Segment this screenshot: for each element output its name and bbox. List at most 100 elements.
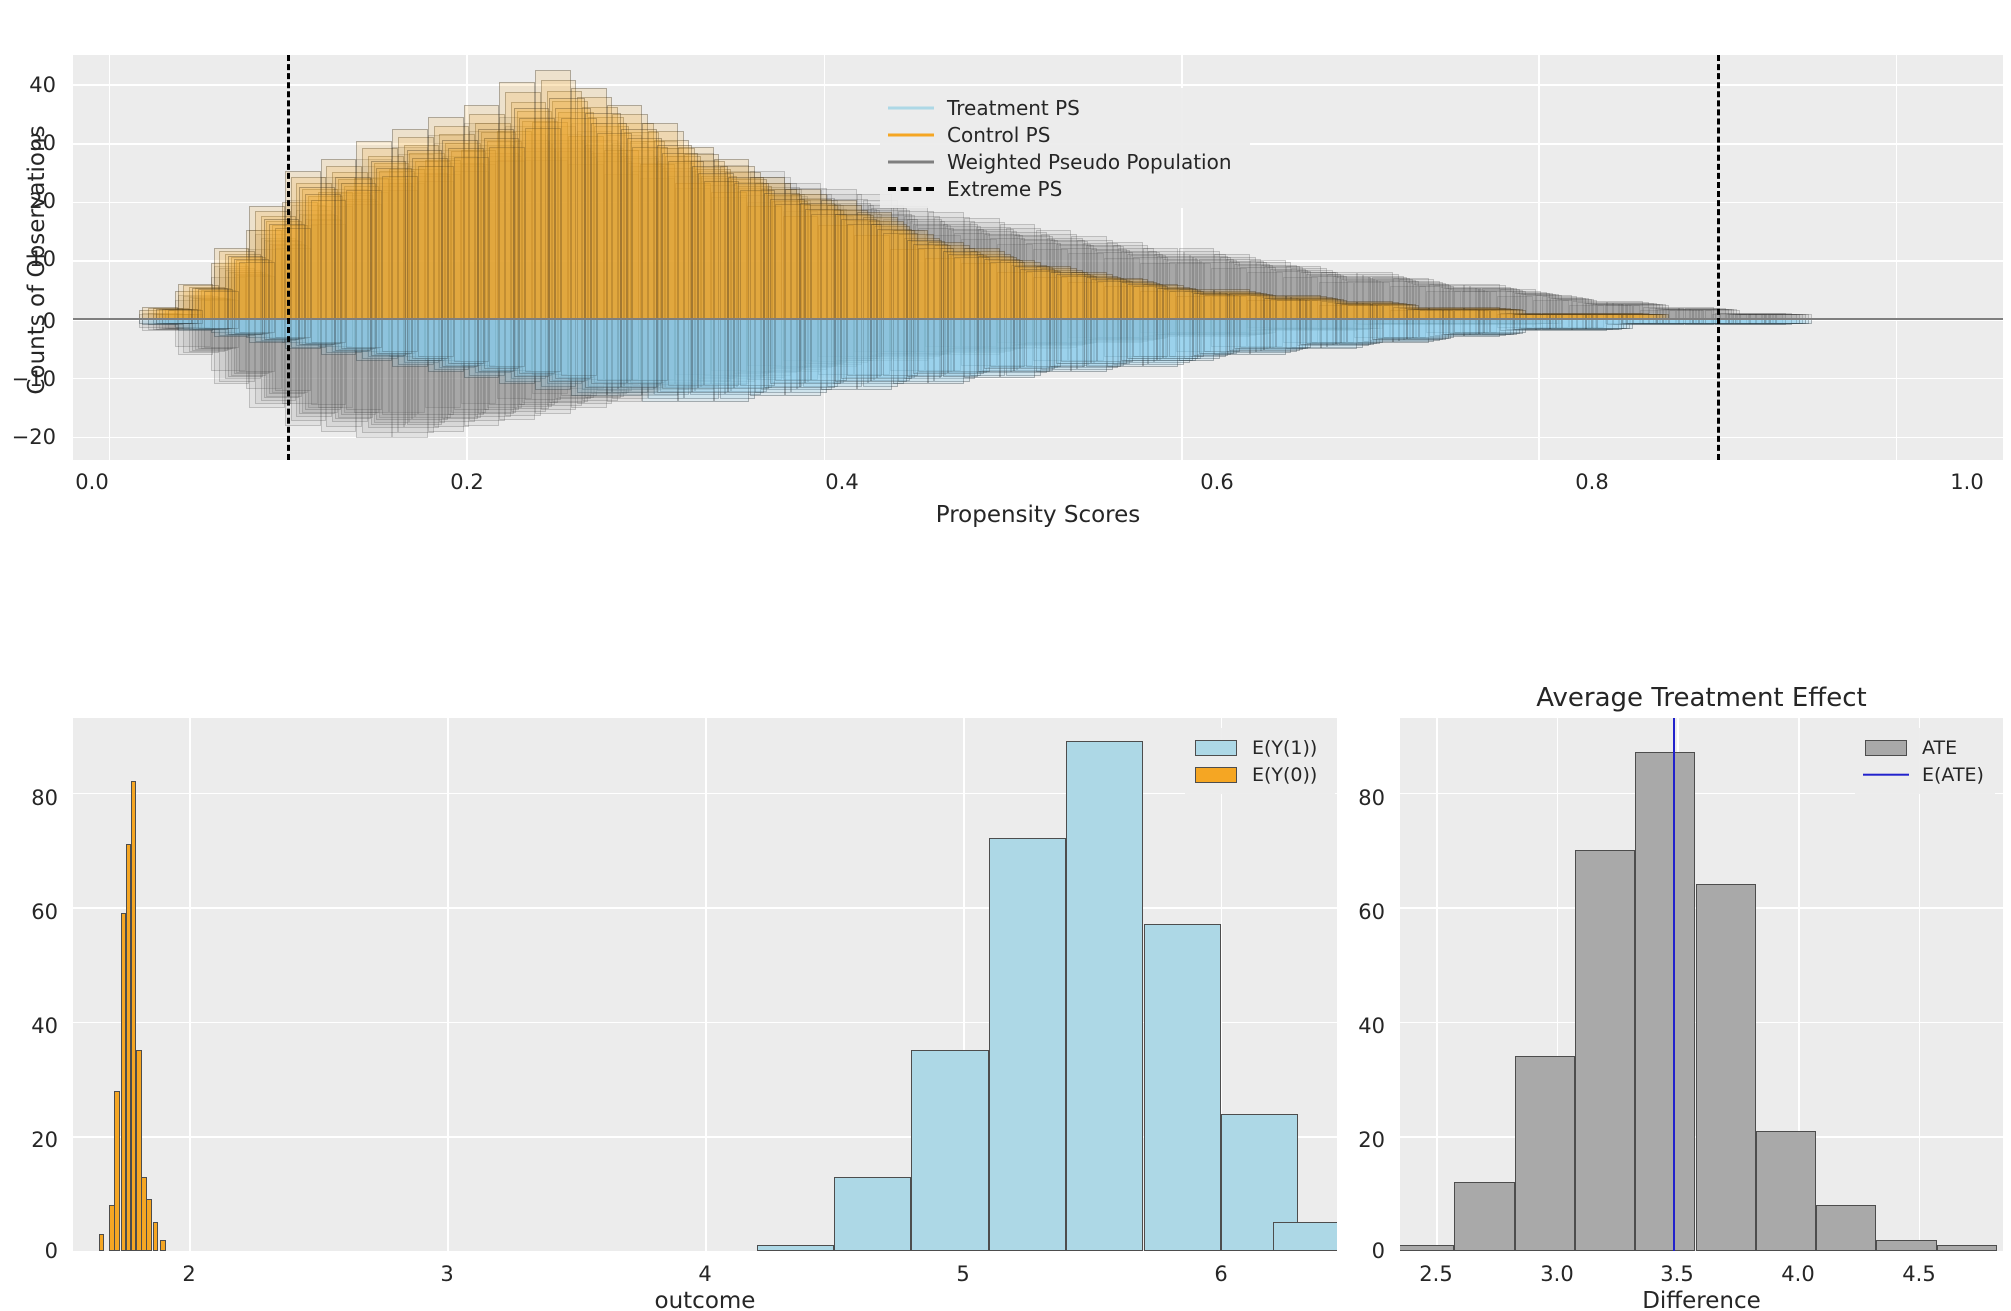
top-bar	[853, 319, 890, 352]
top-bar	[862, 319, 899, 359]
top-bar	[326, 319, 363, 428]
top-bar	[302, 215, 338, 320]
top-bar	[1500, 289, 1536, 320]
top-bar	[1300, 319, 1336, 346]
top-bar	[519, 319, 556, 405]
top-bar	[284, 200, 321, 320]
top-bar	[496, 159, 533, 320]
top-bar	[284, 319, 321, 426]
top-bar	[984, 233, 1020, 320]
top-xtick-1: 0.2	[450, 470, 484, 494]
top-bar	[397, 319, 434, 433]
top-bar	[266, 319, 303, 397]
bottom-left-legend[interactable]: E(Y(1)) E(Y(0))	[1185, 728, 1335, 794]
legend-item-ey0[interactable]: E(Y(0))	[1193, 761, 1325, 788]
top-bar	[808, 205, 844, 320]
top-bar	[239, 319, 275, 372]
top-bar	[392, 146, 428, 320]
top-bar	[353, 192, 390, 320]
top-bar	[1091, 248, 1127, 320]
top-bar	[370, 319, 407, 356]
top-bar	[698, 178, 734, 320]
top-bar	[603, 319, 640, 385]
top-bar	[392, 319, 428, 438]
legend-item-weighted-pseudo-population[interactable]: Weighted Pseudo Population	[888, 148, 1240, 175]
top-bar	[337, 194, 374, 320]
top-bar	[1404, 281, 1440, 320]
legend-item-control-ps[interactable]: Control PS	[888, 121, 1240, 148]
top-bar	[868, 204, 904, 320]
legend-item-ey1[interactable]: E(Y(1))	[1193, 734, 1325, 761]
top-panel-ylabel: Counts of Observations	[24, 125, 50, 395]
top-bar	[1341, 278, 1378, 320]
top-gridline-x-0.6	[1181, 55, 1183, 460]
top-bar	[755, 176, 791, 320]
top-bar	[945, 319, 982, 351]
top-bar	[766, 189, 803, 320]
top-bar	[1035, 230, 1072, 320]
top-bar	[1311, 276, 1348, 320]
top-bar	[1357, 271, 1393, 320]
bottom-right-legend[interactable]: ATE E(ATE)	[1855, 728, 1995, 794]
top-bar	[808, 319, 844, 364]
top-bar	[1121, 319, 1157, 362]
bl-bar-EY1	[1272, 1222, 1337, 1251]
top-bar	[1267, 267, 1303, 320]
top-bar	[310, 223, 347, 320]
legend-item-extreme-ps[interactable]: Extreme PS	[888, 175, 1240, 202]
top-bar	[540, 125, 577, 320]
top-bar	[585, 145, 621, 320]
top-bar	[775, 319, 811, 367]
top-bar	[1550, 319, 1586, 330]
legend-item-eate[interactable]: E(ATE)	[1863, 761, 1985, 788]
top-panel-legend[interactable]: Treatment PS Control PS Weighted Pseudo …	[880, 88, 1250, 208]
legend-item-treatment-ps[interactable]: Treatment PS	[888, 94, 1240, 121]
top-bar	[1382, 280, 1419, 320]
top-bar	[996, 244, 1033, 320]
top-bar	[427, 135, 464, 320]
top-bar	[1154, 253, 1190, 320]
top-bar	[525, 156, 561, 320]
top-bar	[450, 319, 487, 413]
top-bar	[540, 319, 577, 411]
top-bar	[942, 319, 979, 378]
top-bar	[1124, 251, 1160, 320]
top-bar	[332, 319, 368, 423]
top-bar	[898, 319, 934, 359]
top-bar	[868, 319, 904, 358]
top-bar	[296, 319, 333, 417]
bottom-left-plot-area	[73, 718, 1337, 1251]
top-bar	[1192, 319, 1229, 356]
top-bar	[233, 273, 270, 320]
top-gridline-y-40	[73, 84, 2003, 86]
br-xtick-30: 3.0	[1540, 1262, 1574, 1286]
top-bar	[1049, 319, 1086, 367]
top-bar	[1475, 286, 1512, 320]
top-bar	[969, 222, 1006, 320]
top-bar	[791, 319, 827, 371]
top-bar	[620, 319, 657, 388]
br-bar-ate	[1400, 1245, 1455, 1251]
top-bar	[499, 319, 536, 421]
top-bar	[570, 123, 607, 320]
br-ytick-20: 20	[1358, 1128, 1385, 1152]
top-bar	[964, 218, 1000, 320]
top-bar	[499, 117, 536, 320]
top-panel-plot-area	[73, 55, 2003, 460]
top-xtick-3: 0.6	[1200, 470, 1234, 494]
legend-item-ate[interactable]: ATE	[1863, 734, 1985, 761]
top-bar	[981, 230, 1017, 320]
pseudo-population-line-icon	[888, 153, 934, 171]
top-bar	[618, 150, 654, 320]
top-bar	[1448, 289, 1485, 320]
bl-bar-EY0	[160, 1239, 167, 1251]
eate-vline-0	[1672, 718, 1676, 1251]
ey1-patch-icon	[1193, 739, 1239, 757]
top-bar	[230, 272, 267, 320]
top-bar	[463, 319, 500, 426]
legend-label-treatment-ps: Treatment PS	[947, 95, 1080, 120]
legend-label-ate: ATE	[1922, 736, 1958, 759]
top-bar	[843, 319, 880, 359]
top-bar	[532, 319, 568, 395]
top-bar	[898, 211, 934, 320]
